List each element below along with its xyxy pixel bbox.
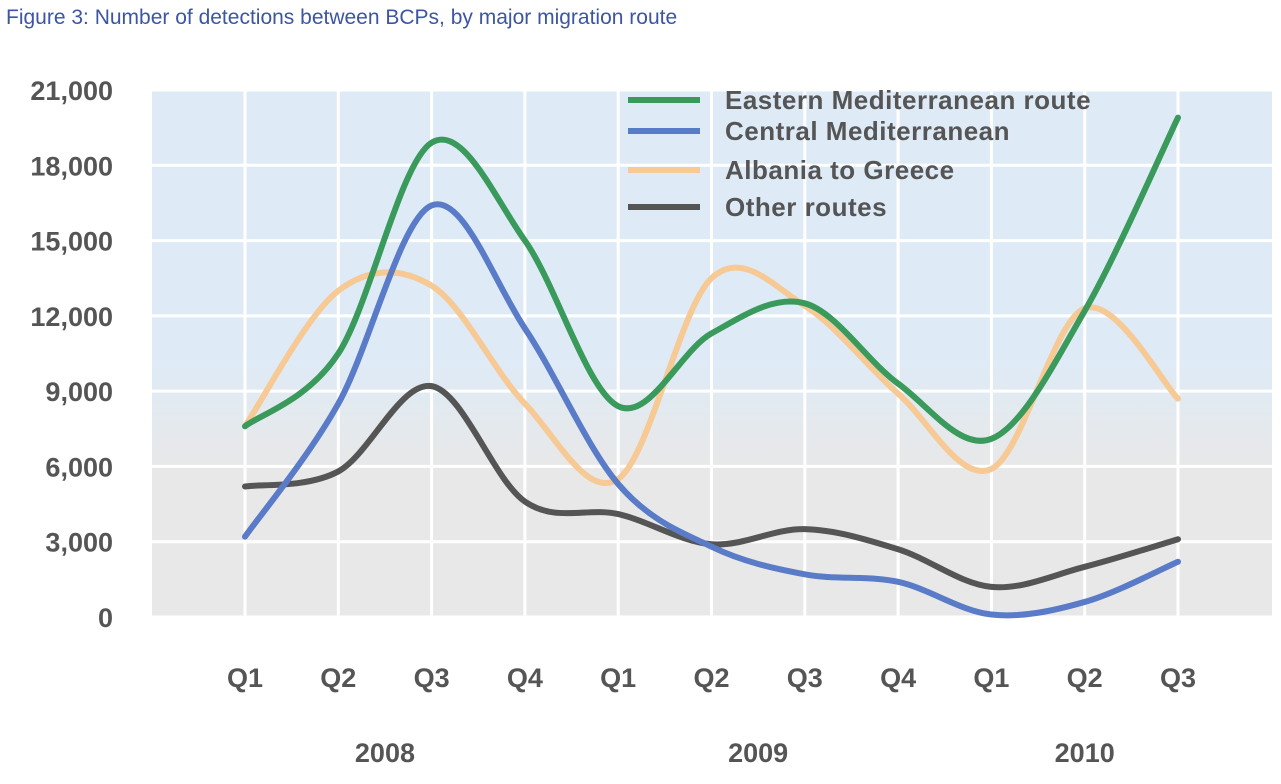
x-tick-label: Q4 [880, 663, 916, 693]
x-tick-label: Q1 [227, 663, 263, 693]
y-tick-label: 3,000 [45, 528, 113, 558]
year-label: 2009 [728, 738, 788, 768]
y-tick-label: 9,000 [45, 377, 113, 407]
x-tick-label: Q3 [787, 663, 823, 693]
x-tick-label: Q3 [414, 663, 450, 693]
y-tick-label: 6,000 [45, 452, 113, 482]
series-line-central-mediterranean [242, 201, 1181, 619]
y-tick-label: 18,000 [30, 151, 113, 181]
chart-title: Figure 3: Number of detections between B… [6, 6, 678, 29]
x-tick-label: Q2 [1067, 663, 1103, 693]
x-tick-label: Q1 [973, 663, 1009, 693]
x-tick-label: Q4 [507, 663, 543, 693]
x-tick-label: Q3 [1160, 663, 1196, 693]
legend-label: Other routes [725, 192, 887, 222]
legend-label: Albania to Greece [725, 155, 955, 185]
x-tick-label: Q2 [693, 663, 729, 693]
legend-label: Eastern Mediterranean route [725, 85, 1091, 115]
year-label: 2010 [1055, 738, 1115, 768]
series-line-eastern-mediterranean-route [242, 114, 1181, 444]
year-label: 2008 [355, 738, 415, 768]
legend-label: Central Mediterranean [725, 116, 1010, 146]
x-tick-label: Q1 [600, 663, 636, 693]
y-tick-label: 12,000 [30, 302, 113, 332]
y-tick-label: 0 [98, 603, 113, 633]
series-line-other-routes [242, 383, 1181, 591]
y-tick-label: 15,000 [30, 227, 113, 257]
y-tick-label: 21,000 [30, 76, 113, 106]
x-tick-label: Q2 [320, 663, 356, 693]
